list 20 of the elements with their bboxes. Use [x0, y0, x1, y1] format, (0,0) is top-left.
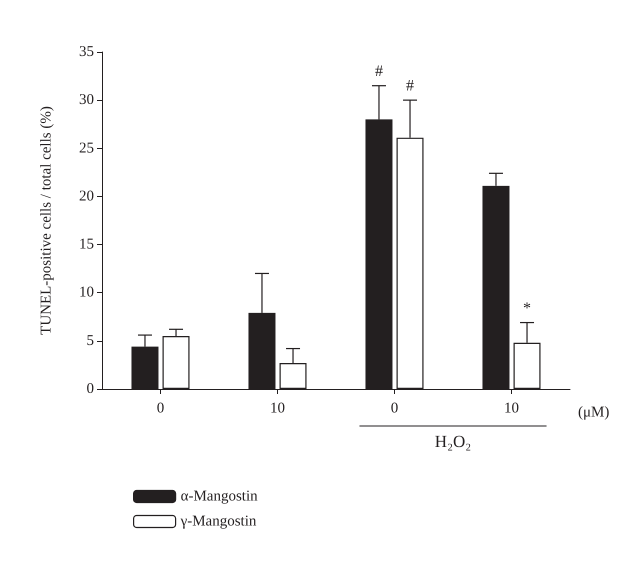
y-tick-label: 25 [79, 140, 94, 156]
y-tick-label: 15 [79, 236, 94, 253]
y-tick-label: 20 [79, 188, 94, 204]
legend-label: α-Mangostin [180, 488, 258, 504]
y-tick-label: 5 [86, 332, 94, 349]
x-tick-label: 0 [156, 400, 164, 416]
y-tick-label: 35 [79, 44, 94, 60]
y-axis-title: TUNEL-positive cells / total cells (%) [38, 106, 54, 335]
y-tick-label: 10 [79, 284, 94, 301]
text: H₂O₂ [434, 432, 472, 451]
y-tick-label: 0 [86, 381, 94, 397]
legend-label: γ-Mangostin [180, 514, 257, 530]
x-tick-label: 10 [504, 400, 519, 416]
x-tick-label: 10 [270, 400, 285, 416]
x-tick-label: 0 [390, 400, 398, 416]
x-axis-title: (μM) [578, 404, 610, 420]
data-label: # [374, 63, 383, 80]
data-label: * [523, 300, 532, 318]
y-tick-label: 30 [79, 92, 94, 108]
data-label: # [406, 78, 414, 95]
